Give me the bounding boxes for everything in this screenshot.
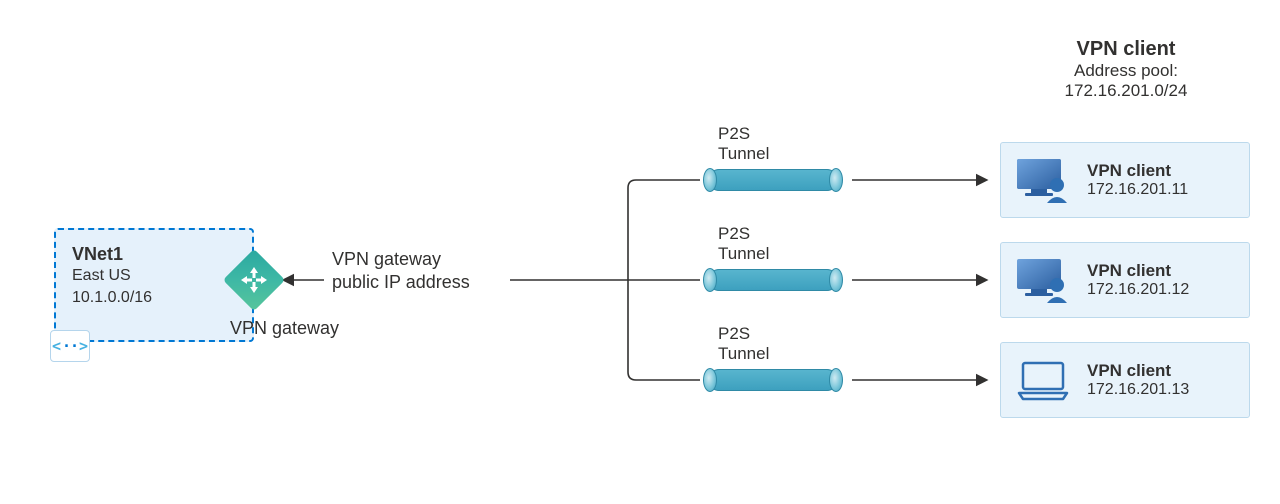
clients-header-subtitle: Address pool:	[996, 61, 1256, 81]
client-card-1: VPN client 172.16.201.11	[1000, 142, 1250, 218]
desktop-user-icon	[1015, 257, 1071, 303]
vnet-cidr: 10.1.0.0/16	[72, 287, 236, 309]
diagram-canvas: VNet1 East US 10.1.0.0/16 <··> VPN gatew…	[0, 0, 1280, 504]
vnet-region: East US	[72, 265, 236, 287]
tunnel-3	[708, 369, 838, 391]
clients-header-pool: 172.16.201.0/24	[996, 81, 1256, 101]
tunnel-label-1: P2S Tunnel	[718, 124, 769, 163]
vpn-gateway-label: VPN gateway	[230, 318, 339, 339]
tunnel-label-2: P2S Tunnel	[718, 224, 769, 263]
desktop-user-icon	[1015, 157, 1071, 203]
client-title: VPN client	[1087, 361, 1189, 381]
client-title: VPN client	[1087, 161, 1188, 181]
clients-header: VPN client Address pool: 172.16.201.0/24	[996, 38, 1256, 101]
client-ip: 172.16.201.12	[1087, 281, 1189, 299]
client-title: VPN client	[1087, 261, 1189, 281]
client-ip: 172.16.201.11	[1087, 181, 1188, 199]
client-card-3: VPN client 172.16.201.13	[1000, 342, 1250, 418]
laptop-icon	[1015, 357, 1071, 403]
client-card-2: VPN client 172.16.201.12	[1000, 242, 1250, 318]
vnet-box: VNet1 East US 10.1.0.0/16	[54, 228, 254, 342]
tunnel-label-3: P2S Tunnel	[718, 324, 769, 363]
tunnel-1	[708, 169, 838, 191]
vnet-title: VNet1	[72, 244, 236, 265]
vnet-icon: <··>	[50, 330, 90, 362]
tunnel-2	[708, 269, 838, 291]
clients-header-title: VPN client	[996, 38, 1256, 61]
client-ip: 172.16.201.13	[1087, 381, 1189, 399]
public-ip-label: VPN gateway public IP address	[332, 248, 470, 293]
